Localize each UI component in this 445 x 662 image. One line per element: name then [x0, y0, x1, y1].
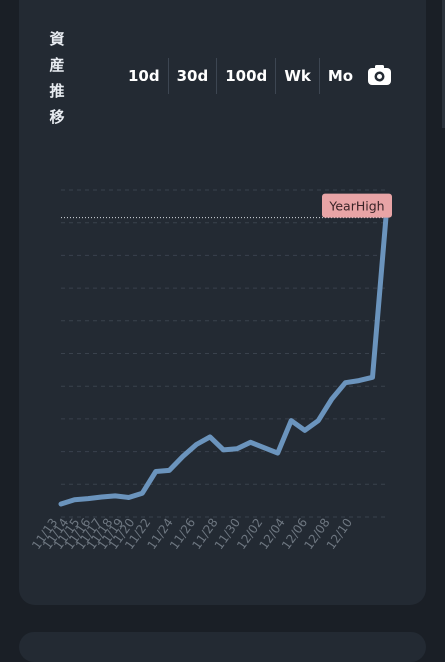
- title-char: 資: [49, 30, 65, 48]
- year-high-badge: YearHigh: [322, 193, 392, 218]
- range-button-100d[interactable]: 100d: [217, 58, 277, 94]
- range-button-month[interactable]: Mo: [327, 67, 354, 85]
- chart-title: 資 産 推 移: [47, 26, 67, 130]
- series-line: [58, 214, 389, 507]
- asset-chart: YearHigh11/1311/1411/1511/1611/1711/1811…: [29, 189, 392, 552]
- title-char: 推: [49, 82, 65, 100]
- title-char: 産: [49, 56, 65, 74]
- title-char: 移: [49, 108, 65, 126]
- year-high-label: YearHigh: [328, 199, 384, 214]
- range-button-week[interactable]: Wk: [276, 58, 320, 94]
- scrollbar[interactable]: [442, 0, 445, 128]
- asset-history-card: [19, 0, 426, 605]
- range-selector: 10d 30d 100d Wk Mo: [120, 58, 361, 94]
- range-button-10d[interactable]: 10d: [120, 58, 169, 94]
- range-button-30d[interactable]: 30d: [169, 58, 218, 94]
- camera-icon[interactable]: [367, 64, 392, 86]
- year-high-badge-bg: [322, 193, 392, 218]
